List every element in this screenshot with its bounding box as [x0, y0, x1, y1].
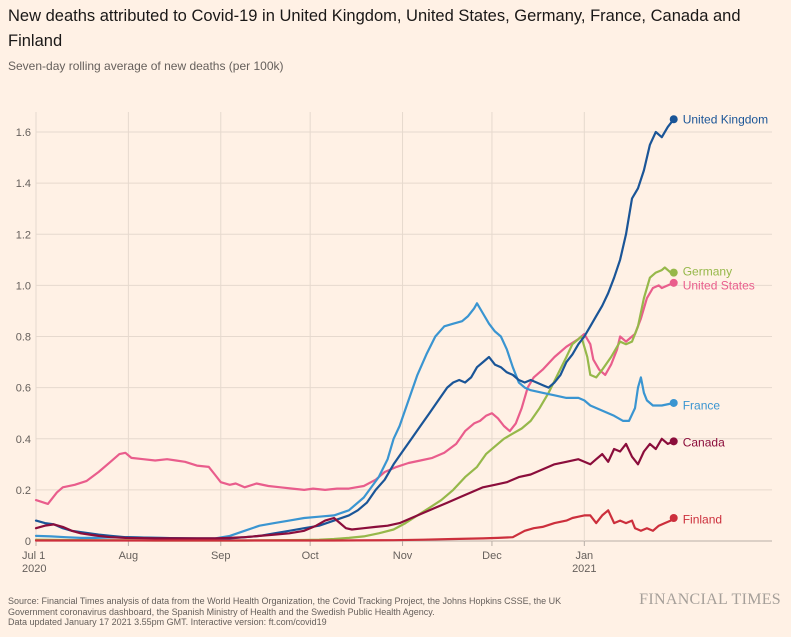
source-line-3: Data updated January 17 2021 3.55pm GMT.… — [8, 617, 327, 627]
source-line-2: Government coronavirus dashboard, the Sp… — [8, 606, 435, 617]
y-tick-label: 1.4 — [16, 178, 31, 190]
series-label-canada: Canada — [683, 436, 725, 450]
series-line-germany — [34, 266, 675, 542]
y-tick-label: 0 — [25, 536, 31, 548]
end-dot-united-kingdom — [669, 115, 678, 124]
data-series — [34, 118, 675, 542]
series-label-germany: Germany — [683, 264, 732, 278]
x-tick-label: Jan — [575, 550, 593, 562]
series-line-united-kingdom — [34, 118, 675, 541]
x-tick-label: Sep — [211, 550, 231, 562]
y-tick-label: 0.4 — [16, 434, 31, 446]
end-dot-france — [669, 398, 678, 407]
gridlines — [35, 112, 772, 542]
ft-logo: FINANCIAL TIMES — [639, 591, 781, 608]
y-tick-label: 0.6 — [16, 383, 31, 395]
series-line-finland — [34, 509, 675, 542]
x-tick-sublabel: 2020 — [22, 563, 46, 575]
y-tick-label: 1.2 — [16, 229, 31, 241]
y-tick-label: 0.8 — [16, 332, 31, 344]
y-tick-label: 1.6 — [16, 127, 31, 139]
source-note: Source: Financial Times analysis of data… — [8, 596, 608, 628]
y-tick-label: 1.0 — [16, 280, 31, 292]
end-dot-germany — [669, 268, 678, 277]
end-dot-finland — [669, 513, 678, 522]
x-tick-label: Aug — [119, 550, 139, 562]
series-label-france: France — [683, 399, 721, 413]
series-line-france — [34, 302, 675, 540]
series-label-finland: Finland — [683, 512, 722, 526]
end-dot-canada — [669, 437, 678, 446]
series-label-united-kingdom: United Kingdom — [683, 112, 768, 126]
x-tick-label: Nov — [393, 550, 413, 562]
chart-title: New deaths attributed to Covid-19 in Uni… — [8, 7, 741, 50]
y-tick-label: 0.2 — [16, 485, 31, 497]
x-tick-label: Jul 1 — [22, 550, 45, 562]
x-tick-label: Oct — [302, 550, 319, 562]
source-line-1: Source: Financial Times analysis of data… — [8, 596, 562, 606]
x-tick-sublabel: 2021 — [572, 563, 596, 575]
series-line-united-states — [34, 281, 675, 505]
x-tick-label: Dec — [482, 550, 502, 562]
series-line-canada — [34, 437, 675, 540]
end-dot-united-states — [669, 278, 678, 287]
series-label-united-states: United States — [683, 278, 755, 292]
chart-subtitle: Seven-day rolling average of new deaths … — [8, 59, 284, 73]
